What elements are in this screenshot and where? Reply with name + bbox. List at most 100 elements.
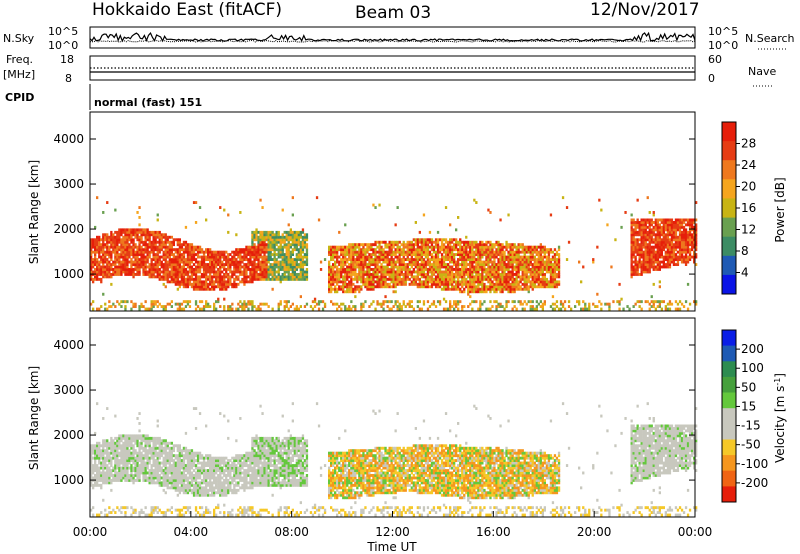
power-cell [442,270,446,274]
power-cell [434,243,438,247]
power-cell [350,243,353,247]
power-cell [684,263,688,266]
power-cell [285,230,288,234]
power-cell [182,268,186,271]
power-cell [499,258,502,261]
power-cell [108,273,111,276]
power-cell [422,243,426,247]
power-cell [124,233,127,237]
power-cell [632,230,635,234]
power-cell [269,258,272,261]
power-cell [229,270,232,274]
power-cell [517,285,520,289]
power-cell [100,260,103,264]
power-cell [267,238,270,242]
power-cell [360,280,363,284]
power-cell [293,258,296,261]
power-cell [330,273,333,276]
power-cell [291,230,294,234]
velocity-cell [96,483,99,487]
power-cell [235,250,238,254]
power-cell [519,300,522,304]
power-cell [475,270,478,274]
power-cell [277,275,280,279]
power-cell [420,245,423,249]
power-cell [479,255,482,259]
power-cell [130,258,133,261]
power-cell [243,265,246,269]
power-cell [259,230,262,234]
power-cell [414,280,417,284]
power-cell [662,265,665,269]
power-cell [414,250,417,254]
power-cell [608,307,611,311]
power-cell [303,260,307,264]
power-cell [549,265,553,269]
power-cell [138,263,141,266]
power-cell [243,270,246,274]
power-cell [467,245,470,249]
power-cell [104,270,107,274]
power-cell [455,275,458,279]
power-cell [499,280,502,284]
power-cell [497,275,500,279]
power-cell [465,280,468,284]
power-cell [664,243,667,247]
power-cell [505,287,508,291]
power-cell [479,287,482,291]
power-cell [192,277,196,281]
power-cell [688,223,692,227]
power-cell [170,260,173,264]
power-cell [364,285,367,289]
power-cell [297,258,300,261]
power-cell [209,277,212,281]
power-cell [184,282,188,286]
power-cell [648,265,651,269]
power-cell [660,253,663,256]
power-cell [380,302,383,306]
power-cell [404,243,407,247]
power-cell [114,245,117,249]
power-cell [640,238,643,242]
power-cell [269,230,272,234]
power-cell [378,253,381,256]
power-cell [166,260,169,264]
power-cell [543,273,546,276]
power-cell [281,253,284,256]
power-cell [207,302,210,306]
power-cell [453,275,456,279]
power-cell [176,238,179,242]
power-cell [471,248,474,252]
power-cell [132,243,135,247]
power-cell [259,245,262,249]
power-cell [408,253,411,256]
power-cell [640,300,643,304]
power-cell [227,260,230,264]
power-cell [493,300,496,304]
power-cell [152,270,155,274]
power-cell [416,300,419,304]
power-cell [303,243,307,247]
power-cell [130,245,133,249]
power-cell [299,253,302,256]
power-cell [132,305,135,308]
power-cell [688,225,692,229]
power-cell [420,282,423,286]
power-cell [124,245,127,249]
velocity-cell [90,461,93,465]
power-cell [164,238,167,242]
power-cell [196,282,200,286]
power-cell [243,277,246,281]
power-cell [424,238,428,242]
power-cell [346,282,349,286]
power-cell [664,305,667,308]
power-cell [354,275,357,279]
power-cell [128,243,131,247]
power-cell [432,260,436,264]
power-cell [469,240,472,244]
power-cell [444,240,448,244]
power-cell [642,270,645,274]
power-cell [678,300,682,304]
power-cell [449,275,452,279]
